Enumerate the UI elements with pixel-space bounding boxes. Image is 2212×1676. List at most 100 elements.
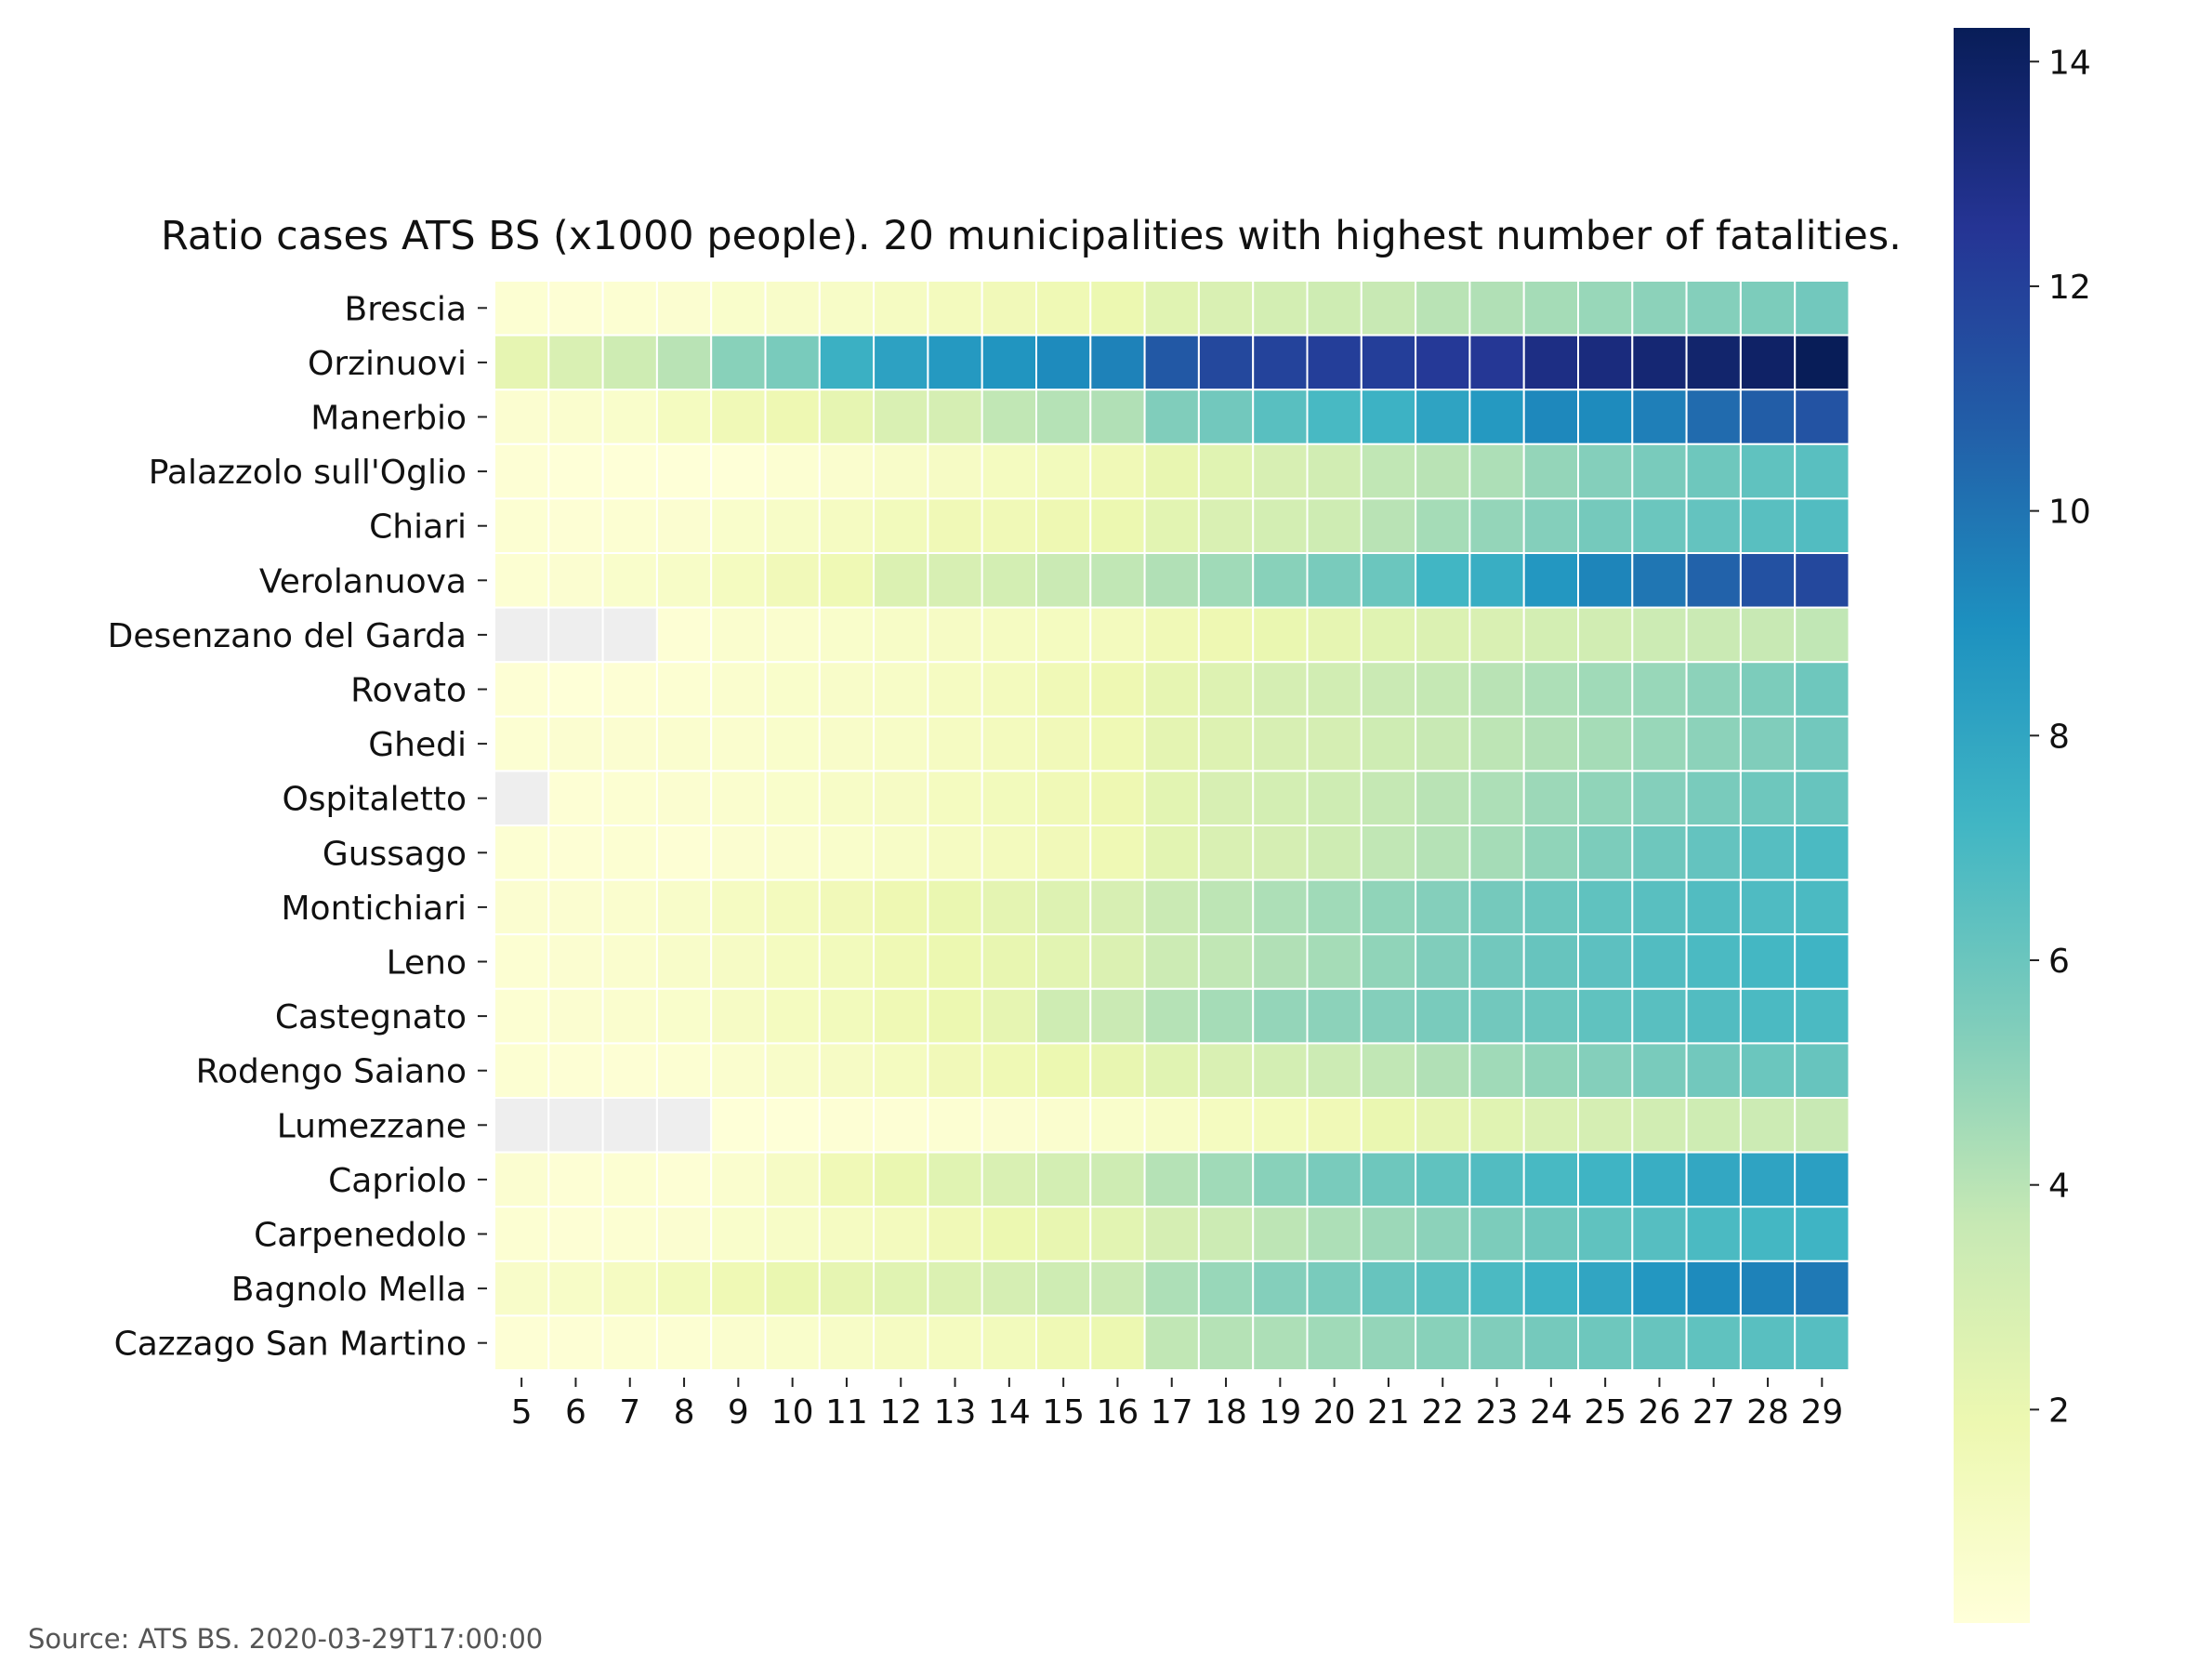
heatmap-cell (1089, 878, 1146, 936)
heatmap-cell (927, 878, 983, 936)
heatmap-cell (1685, 1097, 1742, 1154)
heatmap-cell (1197, 1097, 1255, 1154)
heatmap-cell (1306, 933, 1363, 990)
heatmap-cell (981, 1097, 1037, 1154)
heatmap-cell (1143, 334, 1200, 391)
chart-title: Ratio cases ATS BS (x1000 people). 20 mu… (161, 213, 1902, 259)
heatmap-cell (1794, 661, 1850, 718)
heatmap-cell (981, 497, 1037, 555)
heatmap-cell (1035, 770, 1092, 827)
heatmap-cell (1631, 878, 1688, 936)
heatmap-cell (1631, 1097, 1688, 1154)
heatmap-cell (1360, 1260, 1417, 1317)
heatmap-cell (818, 1206, 876, 1262)
heatmap-cell (601, 825, 658, 881)
x-tick-label: 15 (1042, 1393, 1085, 1432)
heatmap-cell (1035, 442, 1092, 500)
y-tick-label: Gussago (323, 835, 467, 873)
heatmap-cell (710, 933, 767, 990)
heatmap-cell (547, 280, 604, 337)
heatmap-cell (1089, 825, 1146, 881)
heatmap-cell (655, 878, 713, 936)
heatmap-cell (927, 1042, 983, 1100)
heatmap-cell (1577, 1042, 1634, 1100)
heatmap-cell (655, 661, 713, 718)
heatmap-cell (1794, 552, 1850, 609)
heatmap-cell (1143, 933, 1200, 990)
heatmap-cell (1794, 1042, 1850, 1100)
heatmap-cell (1252, 825, 1309, 881)
heatmap-cell (873, 661, 929, 718)
heatmap-cell (1252, 497, 1309, 555)
heatmap-cell (873, 606, 929, 664)
heatmap-cell (1143, 1042, 1200, 1100)
heatmap-cell (1360, 334, 1417, 391)
heatmap-cell (1143, 389, 1200, 445)
heatmap-cell (1794, 1151, 1850, 1208)
heatmap-cell (1739, 1260, 1797, 1317)
heatmap-cell (1522, 933, 1579, 990)
heatmap-cell (1415, 1097, 1471, 1154)
heatmap-cell (494, 987, 550, 1045)
heatmap-cell (1522, 389, 1579, 445)
heatmap-cell (1577, 334, 1634, 391)
heatmap-cell (1468, 1206, 1525, 1262)
heatmap-cell (601, 1260, 658, 1317)
heatmap-cell (1035, 1042, 1092, 1100)
heatmap-cell (1522, 1151, 1579, 1208)
heatmap-cell (547, 389, 604, 445)
heatmap-cell (601, 334, 658, 391)
heatmap-cell (547, 606, 604, 664)
heatmap-cell (1522, 825, 1579, 881)
heatmap-cell (981, 825, 1037, 881)
heatmap-cell (1631, 552, 1688, 609)
heatmap-cell (710, 825, 767, 881)
heatmap-cell (1685, 987, 1742, 1045)
heatmap-cell (1143, 878, 1200, 936)
heatmap-cell (1468, 878, 1525, 936)
heatmap-cell (1685, 878, 1742, 936)
heatmap-cell (1522, 1314, 1579, 1372)
heatmap-cell (873, 878, 929, 936)
y-tick-label: Lumezzane (277, 1107, 467, 1145)
heatmap-cell (601, 661, 658, 718)
heatmap-cell (710, 1314, 767, 1372)
heatmap-cell (1252, 661, 1309, 718)
heatmap-cell (1739, 770, 1797, 827)
heatmap-cell (1306, 280, 1363, 337)
heatmap-cell (764, 878, 821, 936)
heatmap-cell (764, 715, 821, 772)
heatmap-cell (1468, 1260, 1525, 1317)
heatmap-cell (1522, 442, 1579, 500)
heatmap-cell (1197, 497, 1255, 555)
heatmap-cell (1794, 1206, 1850, 1262)
heatmap-cell (1522, 552, 1579, 609)
heatmap-cell (1143, 1206, 1200, 1262)
heatmap-cell (710, 280, 767, 337)
heatmap-cell (655, 1314, 713, 1372)
heatmap-cell (764, 497, 821, 555)
heatmap-cell (1685, 280, 1742, 337)
heatmap-cell (1035, 1097, 1092, 1154)
heatmap-cell (1631, 442, 1688, 500)
heatmap-cell (1522, 987, 1579, 1045)
heatmap-cell (1577, 1097, 1634, 1154)
heatmap-cell (1631, 1206, 1688, 1262)
heatmap-cell (655, 770, 713, 827)
heatmap-cell (1306, 497, 1363, 555)
heatmap-cell (873, 1206, 929, 1262)
y-tick-label: Leno (387, 944, 467, 983)
heatmap-cell (1035, 1206, 1092, 1262)
heatmap-cell (1143, 497, 1200, 555)
y-tick-label: Castegnato (275, 998, 467, 1036)
heatmap-cell (601, 715, 658, 772)
heatmap-cell (1631, 280, 1688, 337)
heatmap-cell (494, 389, 550, 445)
heatmap-cell (494, 497, 550, 555)
heatmap-cell (1143, 606, 1200, 664)
heatmap-cell (601, 280, 658, 337)
heatmap-cell (1306, 878, 1363, 936)
heatmap-cell (818, 878, 876, 936)
y-tick-label: Cazzago San Martino (114, 1326, 467, 1364)
heatmap-cell (1252, 1260, 1309, 1317)
